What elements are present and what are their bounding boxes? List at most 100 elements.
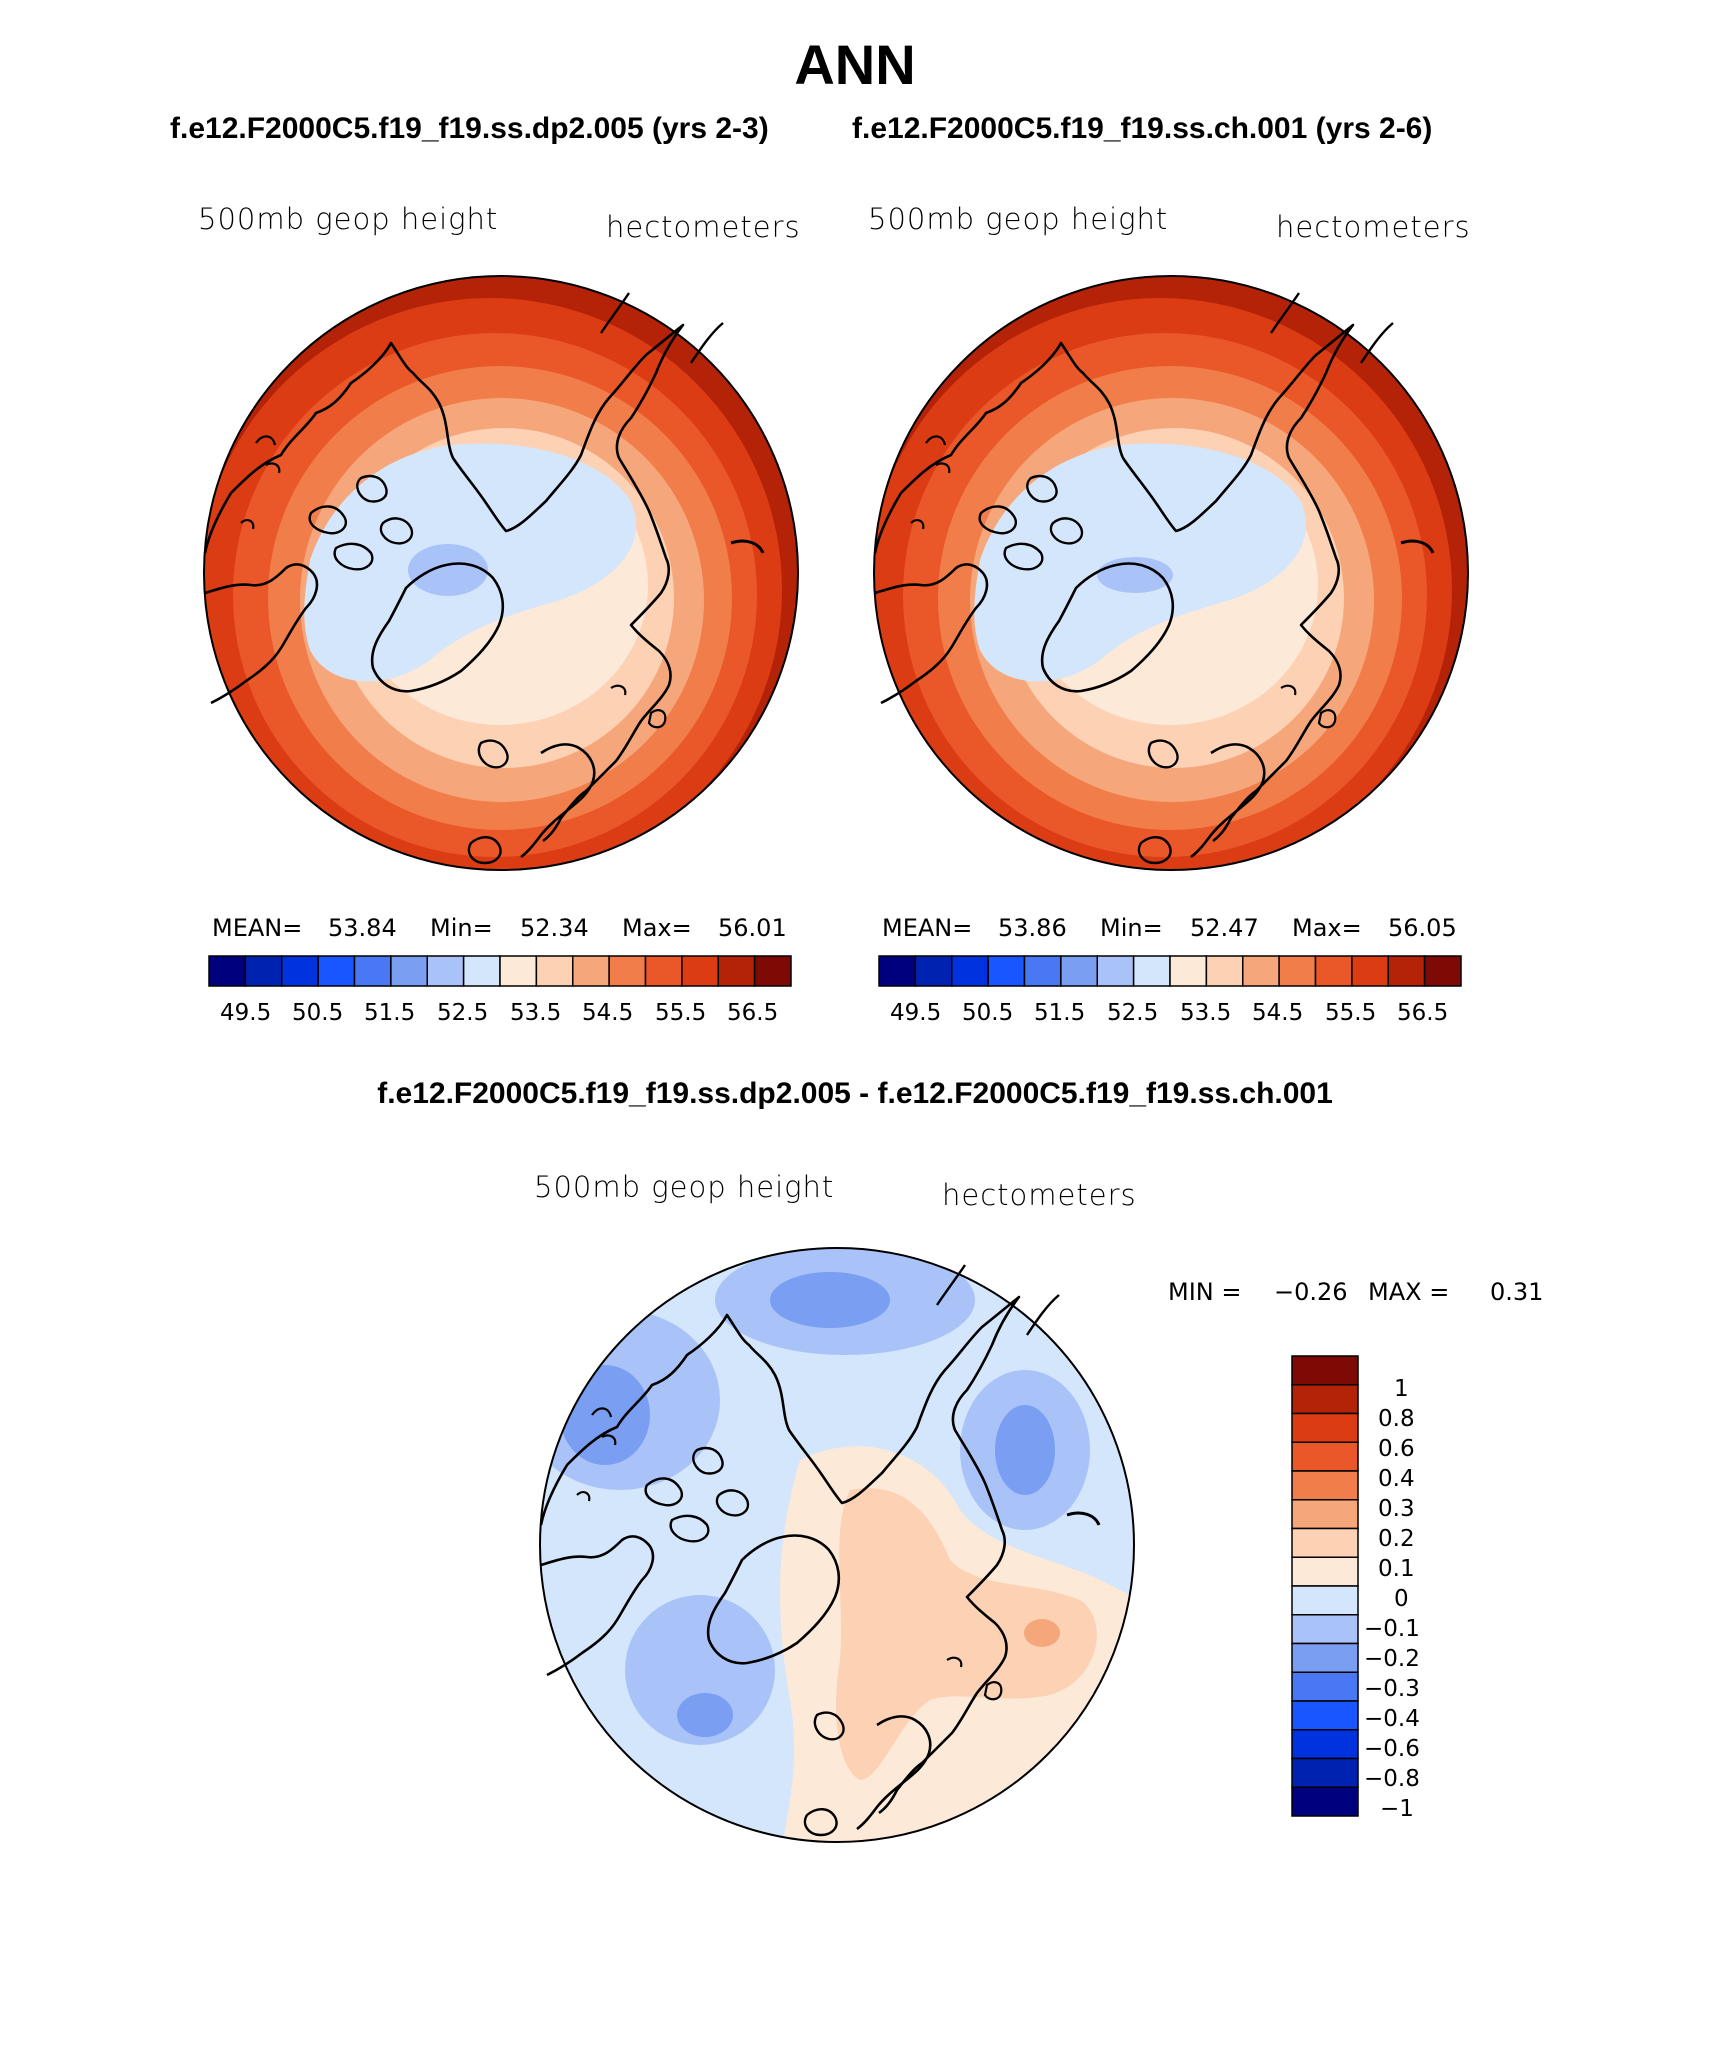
panel1-colorbar-swatch <box>390 955 428 987</box>
page-title: ANN <box>794 33 916 96</box>
panel1-cbar-tick: 54.5 <box>582 1000 634 1026</box>
case2-subtitle: f.e12.F2000C5.f19_f19.ss.ch.001 (yrs 2-6… <box>852 112 1433 145</box>
panel2-colorbar-swatch <box>1242 955 1280 987</box>
panel1-mean-value: 53.84 <box>328 914 397 942</box>
diff-colorbar-swatch <box>1291 1499 1359 1530</box>
panel1-colorbar-swatch <box>244 955 283 987</box>
panel2-colorbar-swatch <box>1169 955 1208 987</box>
diff-units-label: hectometers <box>942 1178 1137 1212</box>
diff-colorbar-swatch <box>1291 1355 1359 1386</box>
panel1-colorbar-swatch <box>535 955 574 987</box>
panel1-min-value: 52.34 <box>520 914 589 942</box>
panel1-colorbar-swatch <box>681 955 719 987</box>
panel2-colorbar-swatch <box>1205 955 1244 987</box>
panel2-cbar-tick: 52.5 <box>1107 1000 1159 1026</box>
panel2-cbar-tick: 50.5 <box>962 1000 1014 1026</box>
panel1-colorbar-swatch <box>426 955 465 987</box>
diff-min-value: −0.26 <box>1274 1278 1348 1306</box>
panel1-colorbar-swatch <box>572 955 610 987</box>
panel1-cbar-tick: 50.5 <box>292 1000 344 1026</box>
diff-cbar-tick: 1 <box>1394 1376 1409 1402</box>
panel2-colorbar-swatch <box>1387 955 1426 987</box>
diff-colorbar-swatch <box>1291 1786 1359 1817</box>
panel2-colorbar-swatch <box>1096 955 1135 987</box>
panel2-max-value: 56.05 <box>1388 914 1457 942</box>
diff-variable-label: 500mb geop height <box>534 1170 835 1204</box>
panel1-cbar-tick: 55.5 <box>655 1000 707 1026</box>
diff-cbar-tick: −0.3 <box>1364 1676 1420 1702</box>
diff-cbar-tick: −0.4 <box>1364 1706 1420 1732</box>
panel2-units-label: hectometers <box>1276 210 1471 244</box>
panel1-colorbar-swatch <box>608 955 647 987</box>
panel1-colorbar <box>208 955 792 987</box>
panel2-colorbar-swatch <box>987 955 1026 987</box>
diff-colorbar-swatch <box>1291 1729 1359 1760</box>
panel2-cbar-tick: 55.5 <box>1325 1000 1377 1026</box>
diff-cbar-tick: 0.3 <box>1378 1496 1415 1522</box>
panel1-colorbar-swatch <box>753 955 792 987</box>
diff-min-label: MIN = <box>1168 1278 1242 1306</box>
panel1-colorbar-swatch <box>717 955 756 987</box>
panel2-colorbar-swatch <box>1314 955 1353 987</box>
diff-colorbar-swatch <box>1291 1470 1359 1501</box>
panel1-cbar-tick: 53.5 <box>510 1000 562 1026</box>
panel2-colorbar-swatch <box>1023 955 1062 987</box>
panel1-colorbar-swatch <box>499 955 538 987</box>
diff-cbar-tick: 0.1 <box>1378 1556 1415 1582</box>
panel2-colorbar <box>878 955 1462 987</box>
panel1-units-label: hectometers <box>606 210 801 244</box>
diff-cbar-tick: 0 <box>1394 1586 1409 1612</box>
diff-colorbar-swatch <box>1291 1441 1359 1472</box>
panel2-colorbar-swatch <box>1351 955 1389 987</box>
panel1-colorbar-swatch <box>281 955 319 987</box>
diff-cbar-tick: −1 <box>1380 1796 1414 1822</box>
panel1-max-value: 56.01 <box>718 914 787 942</box>
diff-colorbar-swatch <box>1291 1642 1359 1673</box>
panel2-colorbar-swatch <box>1060 955 1098 987</box>
panel2-min-value: 52.47 <box>1190 914 1259 942</box>
panel1-colorbar-swatch <box>353 955 392 987</box>
panel1-mean-label: MEAN= <box>212 914 303 942</box>
diff-cbar-tick: 0.2 <box>1378 1526 1415 1552</box>
diff-colorbar-swatch <box>1291 1671 1359 1702</box>
panel1-cbar-tick: 51.5 <box>364 1000 416 1026</box>
panel1-variable-label: 500mb geop height <box>198 202 499 236</box>
panel1-colorbar-swatch <box>462 955 501 987</box>
diff-colorbar-swatch <box>1291 1527 1359 1558</box>
diff-colorbar-swatch <box>1291 1585 1359 1616</box>
panel2-colorbar-swatch <box>1423 955 1462 987</box>
panel2-mean-label: MEAN= <box>882 914 973 942</box>
diff-cbar-tick: 0.4 <box>1378 1466 1415 1492</box>
diff-max-label: MAX = <box>1368 1278 1450 1306</box>
panel1-cbar-tick: 56.5 <box>727 1000 779 1026</box>
diff-colorbar-swatch <box>1291 1556 1359 1587</box>
diff-colorbar-swatch <box>1291 1412 1359 1443</box>
panel2-colorbar-swatch <box>1132 955 1171 987</box>
diff-cbar-tick: 0.6 <box>1378 1436 1415 1462</box>
panel2-max-label: Max= <box>1292 914 1362 942</box>
panel2-cbar-tick: 56.5 <box>1397 1000 1449 1026</box>
panel2-min-label: Min= <box>1100 914 1163 942</box>
diff-cbar-tick: 0.8 <box>1378 1406 1415 1432</box>
panel1-min-label: Min= <box>430 914 493 942</box>
diff-colorbar-swatch <box>1291 1757 1359 1788</box>
panel2-variable-label: 500mb geop height <box>868 202 1169 236</box>
panel2-cbar-tick: 49.5 <box>890 1000 942 1026</box>
panel1-colorbar-swatch <box>208 955 247 987</box>
diff-colorbar-swatch <box>1291 1614 1359 1645</box>
panel2-colorbar-swatch <box>914 955 953 987</box>
diff-colorbar-swatch <box>1291 1700 1359 1731</box>
diff-colorbar <box>1291 1355 1359 1817</box>
panel1-colorbar-swatch <box>317 955 356 987</box>
diff-cbar-tick: −0.6 <box>1364 1736 1420 1762</box>
diff-colorbar-swatch <box>1291 1384 1359 1415</box>
panel1-cbar-tick: 49.5 <box>220 1000 272 1026</box>
diff-cbar-tick: −0.2 <box>1364 1646 1420 1672</box>
panel1-cbar-tick: 52.5 <box>437 1000 489 1026</box>
difference-title: f.e12.F2000C5.f19_f19.ss.dp2.005 - f.e12… <box>377 1077 1333 1110</box>
diff-cbar-tick: −0.1 <box>1364 1616 1420 1642</box>
panel2-cbar-tick: 54.5 <box>1252 1000 1304 1026</box>
panel2-colorbar-swatch <box>878 955 917 987</box>
panel1-map <box>204 276 798 870</box>
